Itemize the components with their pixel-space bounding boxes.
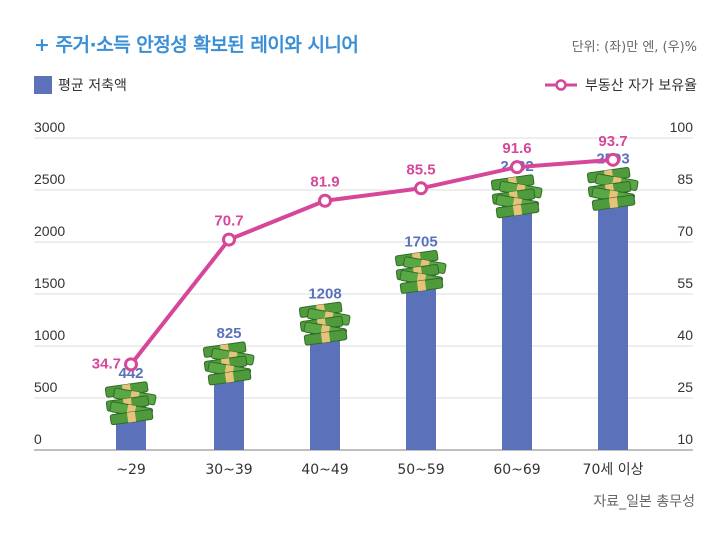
bar <box>406 272 436 450</box>
y-left-tick-label: 1000 <box>34 327 65 343</box>
line-value-label: 70.7 <box>214 213 243 230</box>
banknote-band <box>608 197 619 209</box>
x-tick-label: 70세 이상 <box>583 462 644 478</box>
line-point <box>414 181 428 196</box>
y-right-tick-label: 55 <box>677 275 693 291</box>
y-right-tick-label: 85 <box>677 171 693 187</box>
legend-bar-label: 평균 저축액 <box>58 78 127 94</box>
legend-bar-swatch <box>34 76 52 94</box>
banknote-band <box>512 204 523 216</box>
y-right-tick-label: 100 <box>670 119 694 135</box>
line-value-label: 85.5 <box>406 161 435 178</box>
line-point <box>124 357 138 372</box>
money-stack-icon <box>298 301 351 346</box>
line-point <box>606 152 620 167</box>
y-left-tick-label: 2000 <box>34 223 65 239</box>
money-stack-icon <box>394 250 447 294</box>
line-value-label: 34.7 <box>92 355 121 372</box>
y-left-tick-label: 0 <box>34 431 42 447</box>
banknote-band <box>126 411 137 423</box>
x-tick-label: 60~69 <box>493 462 540 478</box>
banknote-band <box>224 371 235 383</box>
bar <box>310 324 340 450</box>
y-right-tick-label: 40 <box>677 327 693 343</box>
line-point <box>318 193 332 208</box>
bar-value-label: 1208 <box>308 285 341 302</box>
banknote-band <box>416 280 427 292</box>
money-stack-icon <box>202 341 255 386</box>
line-point <box>222 232 236 247</box>
legend-line-entry: 부동산 자가 보유율 <box>543 75 697 95</box>
y-left-tick-label: 3000 <box>34 119 65 135</box>
y-right-tick-label: 25 <box>677 379 693 395</box>
money-stack-icon <box>586 167 639 211</box>
y-right-tick-label: 70 <box>677 223 693 239</box>
legend-bar-entry: 평균 저축액 <box>34 75 127 95</box>
line-series <box>129 157 614 366</box>
bar-value-label: 442 <box>118 365 143 382</box>
bar <box>502 197 532 450</box>
unit-note: 단위: (좌)만 엔, (우)% <box>571 40 697 55</box>
legend-line-marker <box>545 79 578 91</box>
y-right-tick-label: 10 <box>677 431 693 447</box>
x-tick-label: ~29 <box>116 462 146 478</box>
banknote-band <box>320 331 331 343</box>
line-value-label: 93.7 <box>598 133 627 150</box>
bar-value-label: 1705 <box>404 234 437 251</box>
chart-title: + 주거·소득 안정성 확보된 레이와 시니어 <box>34 34 359 56</box>
bar <box>598 189 628 451</box>
x-tick-label: 30~39 <box>205 462 252 478</box>
x-tick-label: 40~49 <box>301 462 348 478</box>
y-left-tick-label: 500 <box>34 379 58 395</box>
bar-value-label: 825 <box>216 325 241 342</box>
money-stack-icon <box>490 174 543 219</box>
line-value-label: 91.6 <box>502 140 531 157</box>
line-point <box>510 160 524 175</box>
line-value-label: 81.9 <box>310 174 339 191</box>
y-left-tick-label: 2500 <box>34 171 65 187</box>
x-tick-label: 50~59 <box>397 462 444 478</box>
legend-line-label: 부동산 자가 보유율 <box>585 78 697 94</box>
y-left-tick-label: 1500 <box>34 275 65 291</box>
money-stack-icon <box>104 381 157 426</box>
source-note: 자료_일본 총무성 <box>593 494 695 510</box>
